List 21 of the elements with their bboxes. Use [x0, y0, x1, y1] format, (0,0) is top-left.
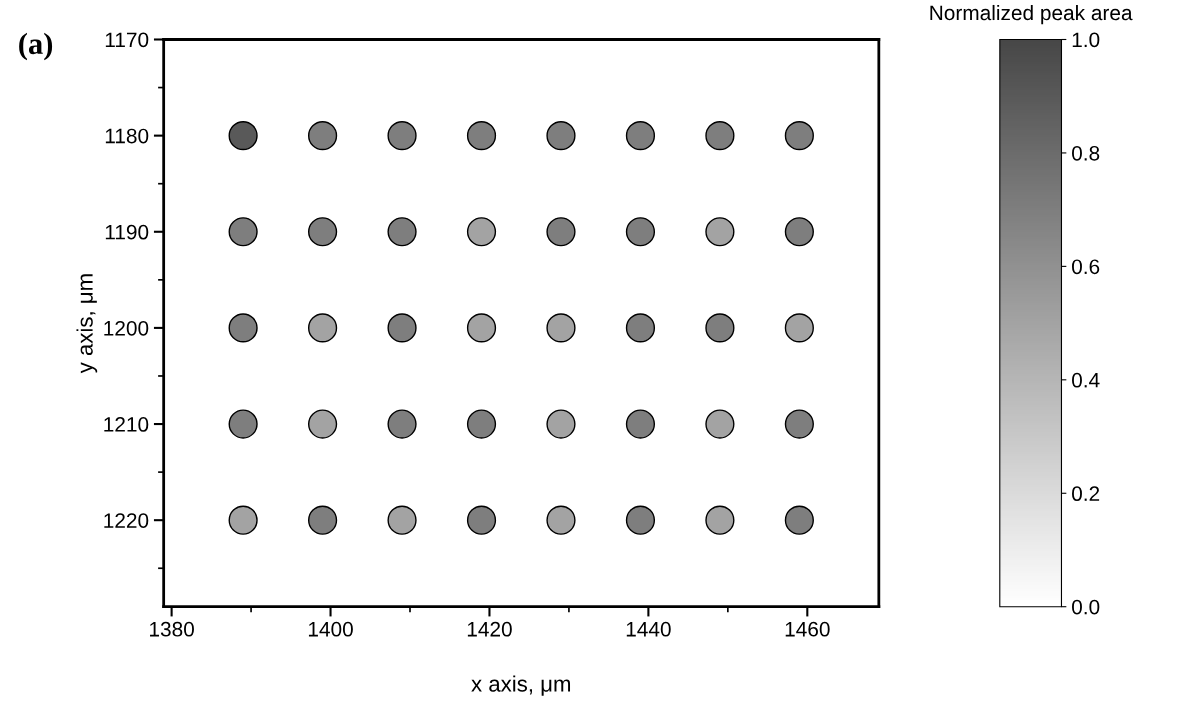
- y-tick-label: 1220: [104, 513, 149, 528]
- color-bar-label: 0.4: [1072, 372, 1100, 388]
- color-bar-label: 0.2: [1072, 486, 1100, 502]
- y-tick-label: 1210: [104, 417, 149, 432]
- color-bar-label: 0.6: [1072, 259, 1100, 275]
- x-tick-label: 1440: [626, 621, 671, 637]
- color-bar-label: 1.0: [1072, 32, 1100, 48]
- x-tick-label: 1400: [308, 621, 353, 637]
- x-tick-label: 1420: [467, 621, 512, 637]
- color-bar-label: 0.0: [1072, 599, 1100, 615]
- y-tick-label: 1170: [105, 32, 149, 48]
- x-tick-label: 1460: [785, 621, 830, 637]
- x-axis-title: x axis, μm: [471, 675, 571, 696]
- x-tick-label: 1380: [150, 621, 194, 637]
- y-axis-title: y axis, μm: [76, 274, 98, 374]
- y-tick-label: 1200: [104, 320, 149, 336]
- color-bar-title: Normalized peak area: [930, 4, 1133, 25]
- text: (a): [19, 32, 53, 61]
- y-tick-label: 1190: [105, 224, 149, 240]
- y-tick-label: 1180: [105, 128, 149, 144]
- color-bar-label: 0.8: [1072, 145, 1100, 161]
